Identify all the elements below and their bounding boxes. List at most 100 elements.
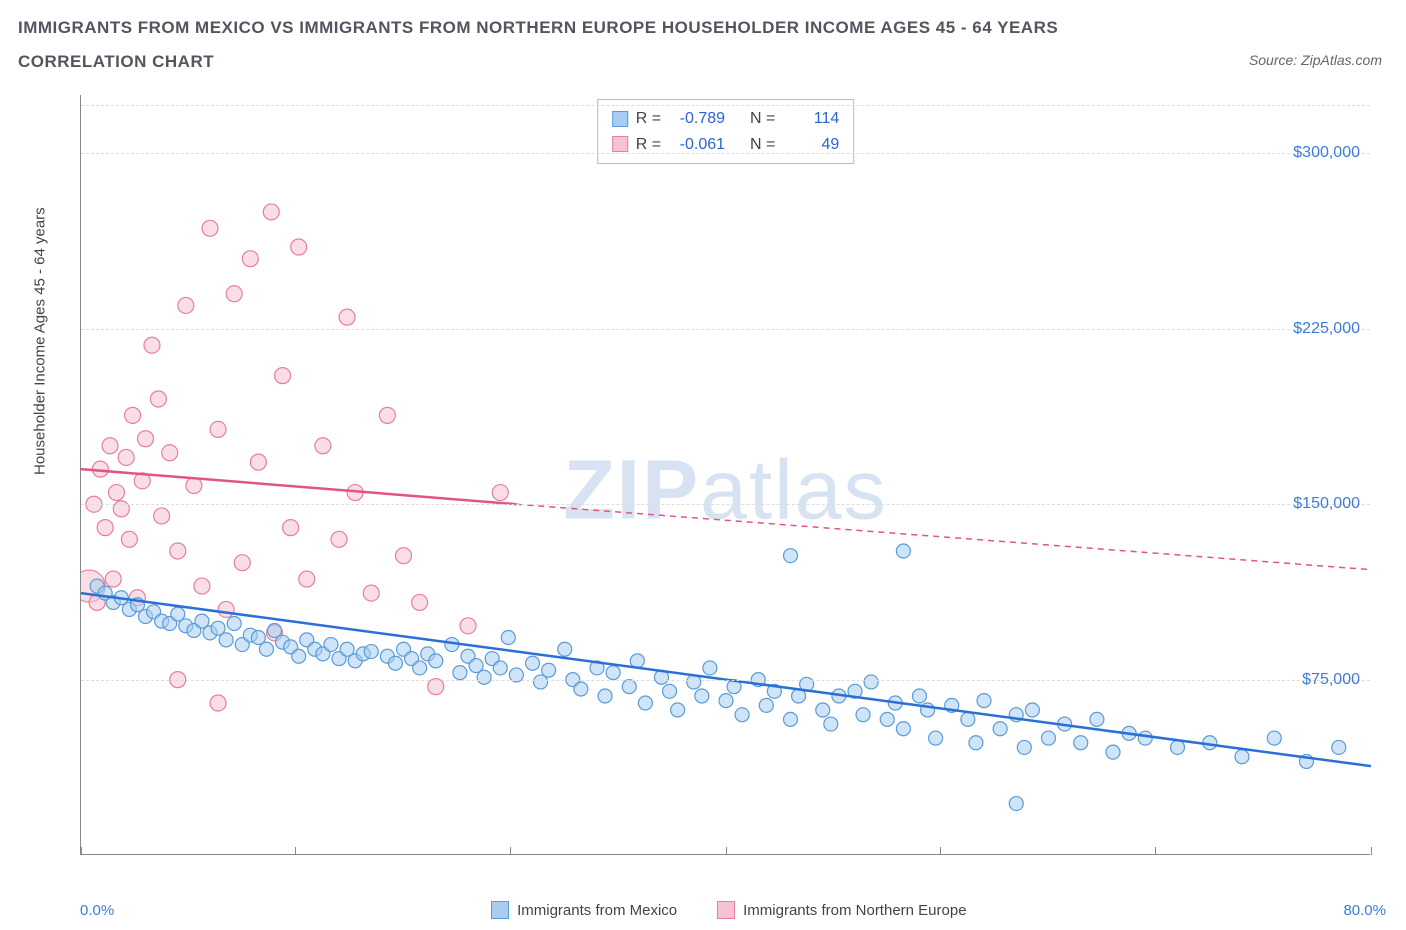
data-point	[263, 204, 279, 220]
data-point	[1332, 740, 1346, 754]
data-point	[961, 712, 975, 726]
data-point	[1171, 740, 1185, 754]
n-value-mexico: 114	[783, 106, 839, 132]
swatch-neurope	[612, 136, 628, 152]
data-point	[929, 731, 943, 745]
data-point	[969, 736, 983, 750]
data-point	[102, 438, 118, 454]
data-point	[477, 670, 491, 684]
data-point	[703, 661, 717, 675]
data-point	[331, 531, 347, 547]
data-point	[1235, 750, 1249, 764]
data-point	[125, 407, 141, 423]
data-point	[460, 618, 476, 634]
data-point	[1042, 731, 1056, 745]
data-point	[138, 431, 154, 447]
data-point	[97, 520, 113, 536]
data-point	[413, 661, 427, 675]
r-label: R =	[636, 106, 661, 132]
x-tick	[510, 847, 511, 855]
y-axis-label: Householder Income Ages 45 - 64 years	[32, 207, 49, 475]
data-point	[121, 531, 137, 547]
data-point	[1009, 797, 1023, 811]
data-point	[234, 555, 250, 571]
data-point	[283, 520, 299, 536]
y-tick-label: $225,000	[1293, 320, 1360, 338]
source-name: ZipAtlas.com	[1301, 52, 1382, 68]
x-axis-row: 0.0% Immigrants from Mexico Immigrants f…	[80, 890, 1386, 930]
swatch-mexico	[491, 901, 509, 919]
data-point	[396, 548, 412, 564]
data-point	[412, 594, 428, 610]
data-point	[275, 368, 291, 384]
data-point	[154, 508, 170, 524]
data-point	[379, 407, 395, 423]
grid-line	[81, 329, 1370, 330]
data-point	[1090, 712, 1104, 726]
data-point	[574, 682, 588, 696]
data-point	[339, 309, 355, 325]
data-point	[429, 654, 443, 668]
data-point	[202, 220, 218, 236]
x-tick	[1155, 847, 1156, 855]
data-point	[162, 445, 178, 461]
data-point	[977, 694, 991, 708]
data-point	[363, 585, 379, 601]
n-label: N =	[750, 106, 775, 132]
data-point	[210, 421, 226, 437]
legend-item-neurope: Immigrants from Northern Europe	[717, 901, 966, 919]
source-attribution: Source: ZipAtlas.com	[1249, 52, 1382, 68]
data-point	[598, 689, 612, 703]
data-point	[735, 708, 749, 722]
y-tick-label: $75,000	[1302, 671, 1360, 689]
legend-label-mexico: Immigrants from Mexico	[517, 902, 677, 919]
stats-row-mexico: R = -0.789 N = 114	[612, 106, 840, 132]
grid-line	[81, 504, 1370, 505]
chart-title-line1: IMMIGRANTS FROM MEXICO VS IMMIGRANTS FRO…	[18, 18, 1406, 38]
x-tick	[726, 847, 727, 855]
grid-line	[81, 105, 1370, 106]
data-point	[428, 679, 444, 695]
data-point	[759, 698, 773, 712]
data-point	[105, 571, 121, 587]
source-prefix: Source:	[1249, 52, 1301, 68]
data-point	[108, 485, 124, 501]
plot-area: ZIPatlas R = -0.789 N = 114 R = -0.061 N…	[80, 95, 1370, 855]
correlation-chart: Householder Income Ages 45 - 64 years ZI…	[50, 95, 1380, 855]
data-point	[663, 684, 677, 698]
data-point	[784, 712, 798, 726]
data-point	[291, 239, 307, 255]
chart-title-line2: CORRELATION CHART	[18, 52, 1406, 72]
data-point	[816, 703, 830, 717]
data-point	[880, 712, 894, 726]
data-point	[784, 549, 798, 563]
data-point	[227, 616, 241, 630]
data-point	[259, 642, 273, 656]
grid-line	[81, 680, 1370, 681]
data-point	[1267, 731, 1281, 745]
data-point	[824, 717, 838, 731]
legend-item-mexico: Immigrants from Mexico	[491, 901, 677, 919]
data-point	[606, 666, 620, 680]
data-point	[118, 449, 134, 465]
data-point	[542, 663, 556, 677]
data-point	[864, 675, 878, 689]
data-point	[526, 656, 540, 670]
y-tick-label: $150,000	[1293, 495, 1360, 513]
data-point	[299, 571, 315, 587]
data-point	[896, 722, 910, 736]
data-point	[144, 337, 160, 353]
data-point	[1074, 736, 1088, 750]
data-point	[250, 454, 266, 470]
data-point	[695, 689, 709, 703]
y-tick-label: $300,000	[1293, 144, 1360, 162]
data-point	[993, 722, 1007, 736]
data-point	[719, 694, 733, 708]
regression-line	[516, 504, 1371, 569]
chart-svg	[81, 95, 1371, 855]
data-point	[242, 251, 258, 267]
data-point	[493, 661, 507, 675]
data-point	[315, 438, 331, 454]
data-point	[219, 633, 233, 647]
r-value-mexico: -0.789	[669, 106, 725, 132]
